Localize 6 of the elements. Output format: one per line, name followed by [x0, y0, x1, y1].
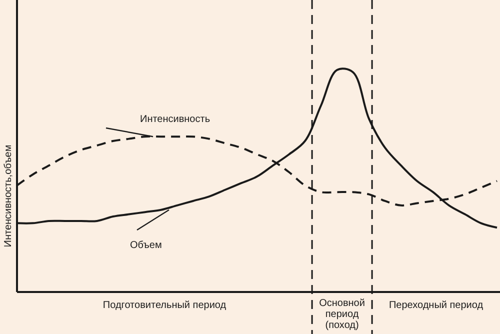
legend-label: Объем [130, 240, 162, 251]
text: Подготовительный период [102, 300, 226, 311]
series-label: Интенсивность [140, 114, 210, 125]
y-axis-title: Интенсивность,объем [3, 144, 14, 248]
text: Переходный период [388, 300, 484, 311]
text: Основной период (поход) [319, 298, 365, 331]
